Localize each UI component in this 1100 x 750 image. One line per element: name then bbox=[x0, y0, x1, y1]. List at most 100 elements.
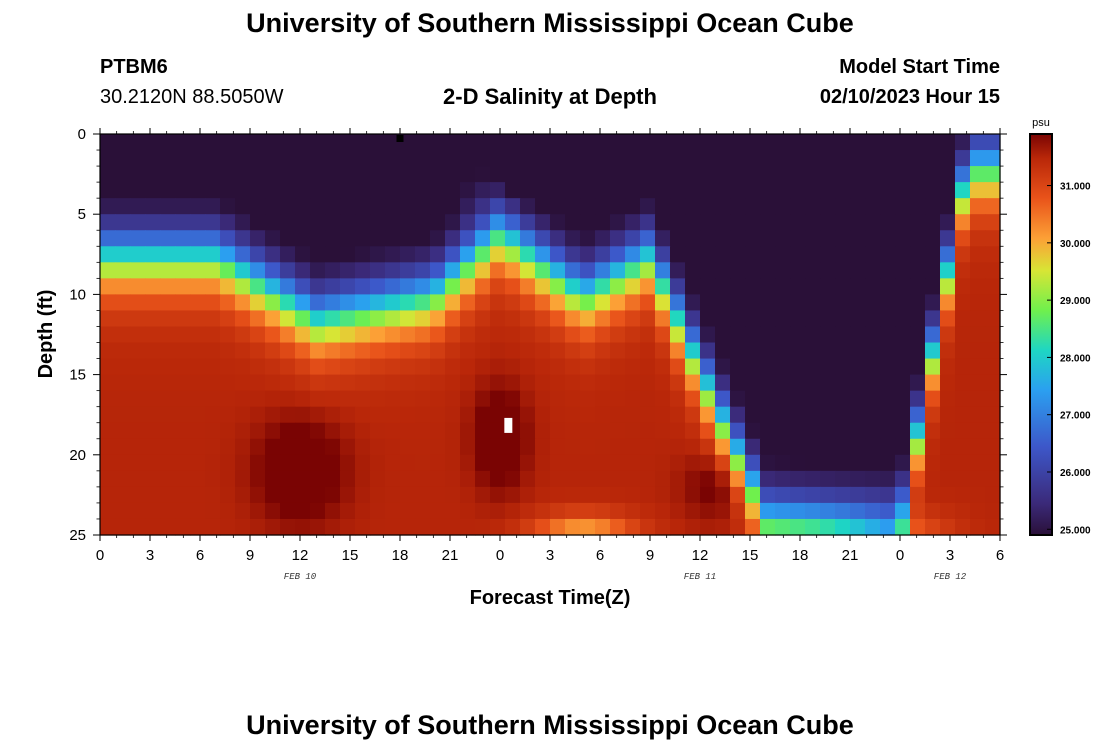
heatmap-cell bbox=[130, 406, 146, 424]
heatmap-cell bbox=[715, 166, 731, 183]
heatmap-cell bbox=[145, 134, 161, 151]
heatmap-cell bbox=[400, 454, 416, 472]
heatmap-cell bbox=[565, 262, 581, 279]
heatmap-cell bbox=[625, 310, 641, 328]
heatmap-cell bbox=[610, 422, 626, 440]
heatmap-cell bbox=[580, 438, 596, 456]
heatmap-cell bbox=[640, 342, 656, 360]
heatmap-cell bbox=[445, 246, 461, 263]
heatmap-cell bbox=[700, 134, 716, 151]
heatmap-cell bbox=[295, 198, 311, 215]
heatmap-cell bbox=[325, 438, 341, 456]
heatmap-cell bbox=[730, 246, 746, 263]
heatmap-cell bbox=[430, 374, 446, 392]
heatmap-cell bbox=[145, 358, 161, 376]
heatmap-cell bbox=[385, 310, 401, 328]
heatmap-cell bbox=[445, 454, 461, 472]
heatmap-cell bbox=[265, 230, 281, 247]
heatmap-cell bbox=[385, 294, 401, 312]
colorbar-gradient bbox=[1029, 133, 1053, 536]
heatmap-cell bbox=[370, 182, 386, 199]
heatmap-cell bbox=[160, 358, 176, 376]
heatmap-cell bbox=[925, 198, 941, 215]
heatmap-cell bbox=[880, 150, 896, 167]
heatmap-cell bbox=[925, 470, 941, 488]
heatmap-cell bbox=[640, 374, 656, 392]
heatmap-cell bbox=[325, 502, 341, 520]
heatmap-cell bbox=[595, 438, 611, 456]
heatmap-cell bbox=[985, 502, 1001, 520]
heatmap-cell bbox=[340, 310, 356, 328]
heatmap-cell bbox=[685, 182, 701, 199]
heatmap-cell bbox=[400, 390, 416, 408]
heatmap-cell bbox=[895, 326, 911, 344]
heatmap-cell bbox=[910, 390, 926, 408]
heatmap-cell bbox=[850, 182, 866, 199]
heatmap-cell bbox=[130, 182, 146, 199]
heatmap-cell bbox=[355, 198, 371, 215]
heatmap-cell bbox=[940, 518, 956, 536]
heatmap-cell bbox=[415, 278, 431, 295]
heatmap-cell bbox=[580, 166, 596, 183]
heatmap-cell bbox=[895, 214, 911, 231]
heatmap-cell bbox=[505, 214, 521, 231]
heatmap-cell bbox=[325, 326, 341, 344]
heatmap-cell bbox=[685, 166, 701, 183]
heatmap-cell bbox=[835, 294, 851, 312]
heatmap-cell bbox=[865, 454, 881, 472]
heatmap-cell bbox=[265, 150, 281, 167]
heatmap-cell bbox=[790, 390, 806, 408]
heatmap-cell bbox=[430, 406, 446, 424]
heatmap-cell bbox=[850, 214, 866, 231]
heatmap-cell bbox=[865, 166, 881, 183]
heatmap-cell bbox=[355, 470, 371, 488]
heatmap-cell bbox=[535, 342, 551, 360]
heatmap-cell bbox=[610, 438, 626, 456]
heatmap-cell bbox=[145, 310, 161, 328]
heatmap-cell bbox=[625, 422, 641, 440]
heatmap-cell bbox=[610, 390, 626, 408]
heatmap-cell bbox=[880, 166, 896, 183]
heatmap-cell bbox=[460, 438, 476, 456]
heatmap-cell bbox=[850, 502, 866, 520]
heatmap-cell bbox=[940, 454, 956, 472]
heatmap-cell bbox=[880, 486, 896, 504]
heatmap-cell bbox=[880, 470, 896, 488]
heatmap-cell bbox=[610, 150, 626, 167]
heatmap-cell bbox=[460, 230, 476, 247]
heatmap-cell bbox=[835, 374, 851, 392]
heatmap-cell bbox=[100, 214, 116, 231]
heatmap-cell bbox=[160, 502, 176, 520]
heatmap-cell bbox=[790, 342, 806, 360]
heatmap-cell bbox=[250, 502, 266, 520]
y-axis-label: Depth (ft) bbox=[35, 290, 57, 379]
heatmap-cell bbox=[460, 166, 476, 183]
heatmap-cell bbox=[625, 166, 641, 183]
heatmap-cell bbox=[760, 422, 776, 440]
heatmap-cell bbox=[670, 262, 686, 279]
heatmap-cell bbox=[850, 422, 866, 440]
heatmap-cell bbox=[835, 406, 851, 424]
heatmap-cell bbox=[280, 502, 296, 520]
heatmap-cell bbox=[445, 390, 461, 408]
heatmap-cell bbox=[565, 374, 581, 392]
heatmap-cell bbox=[445, 198, 461, 215]
heatmap-cell bbox=[805, 150, 821, 167]
heatmap-cell bbox=[595, 182, 611, 199]
heatmap-cell bbox=[670, 406, 686, 424]
heatmap-cell bbox=[760, 454, 776, 472]
heatmap-cell bbox=[895, 374, 911, 392]
heatmap-cell bbox=[175, 150, 191, 167]
heatmap-cell bbox=[505, 294, 521, 312]
heatmap-cell bbox=[100, 310, 116, 328]
heatmap-cell bbox=[520, 518, 536, 536]
heatmap-cell bbox=[655, 134, 671, 151]
heatmap-cell bbox=[145, 166, 161, 183]
heatmap-cell bbox=[925, 486, 941, 504]
heatmap-cell bbox=[250, 214, 266, 231]
heatmap-cell bbox=[610, 198, 626, 215]
heatmap-cell bbox=[865, 518, 881, 536]
heatmap-cell bbox=[340, 182, 356, 199]
heatmap-cell bbox=[190, 502, 206, 520]
heatmap-cell bbox=[850, 230, 866, 247]
